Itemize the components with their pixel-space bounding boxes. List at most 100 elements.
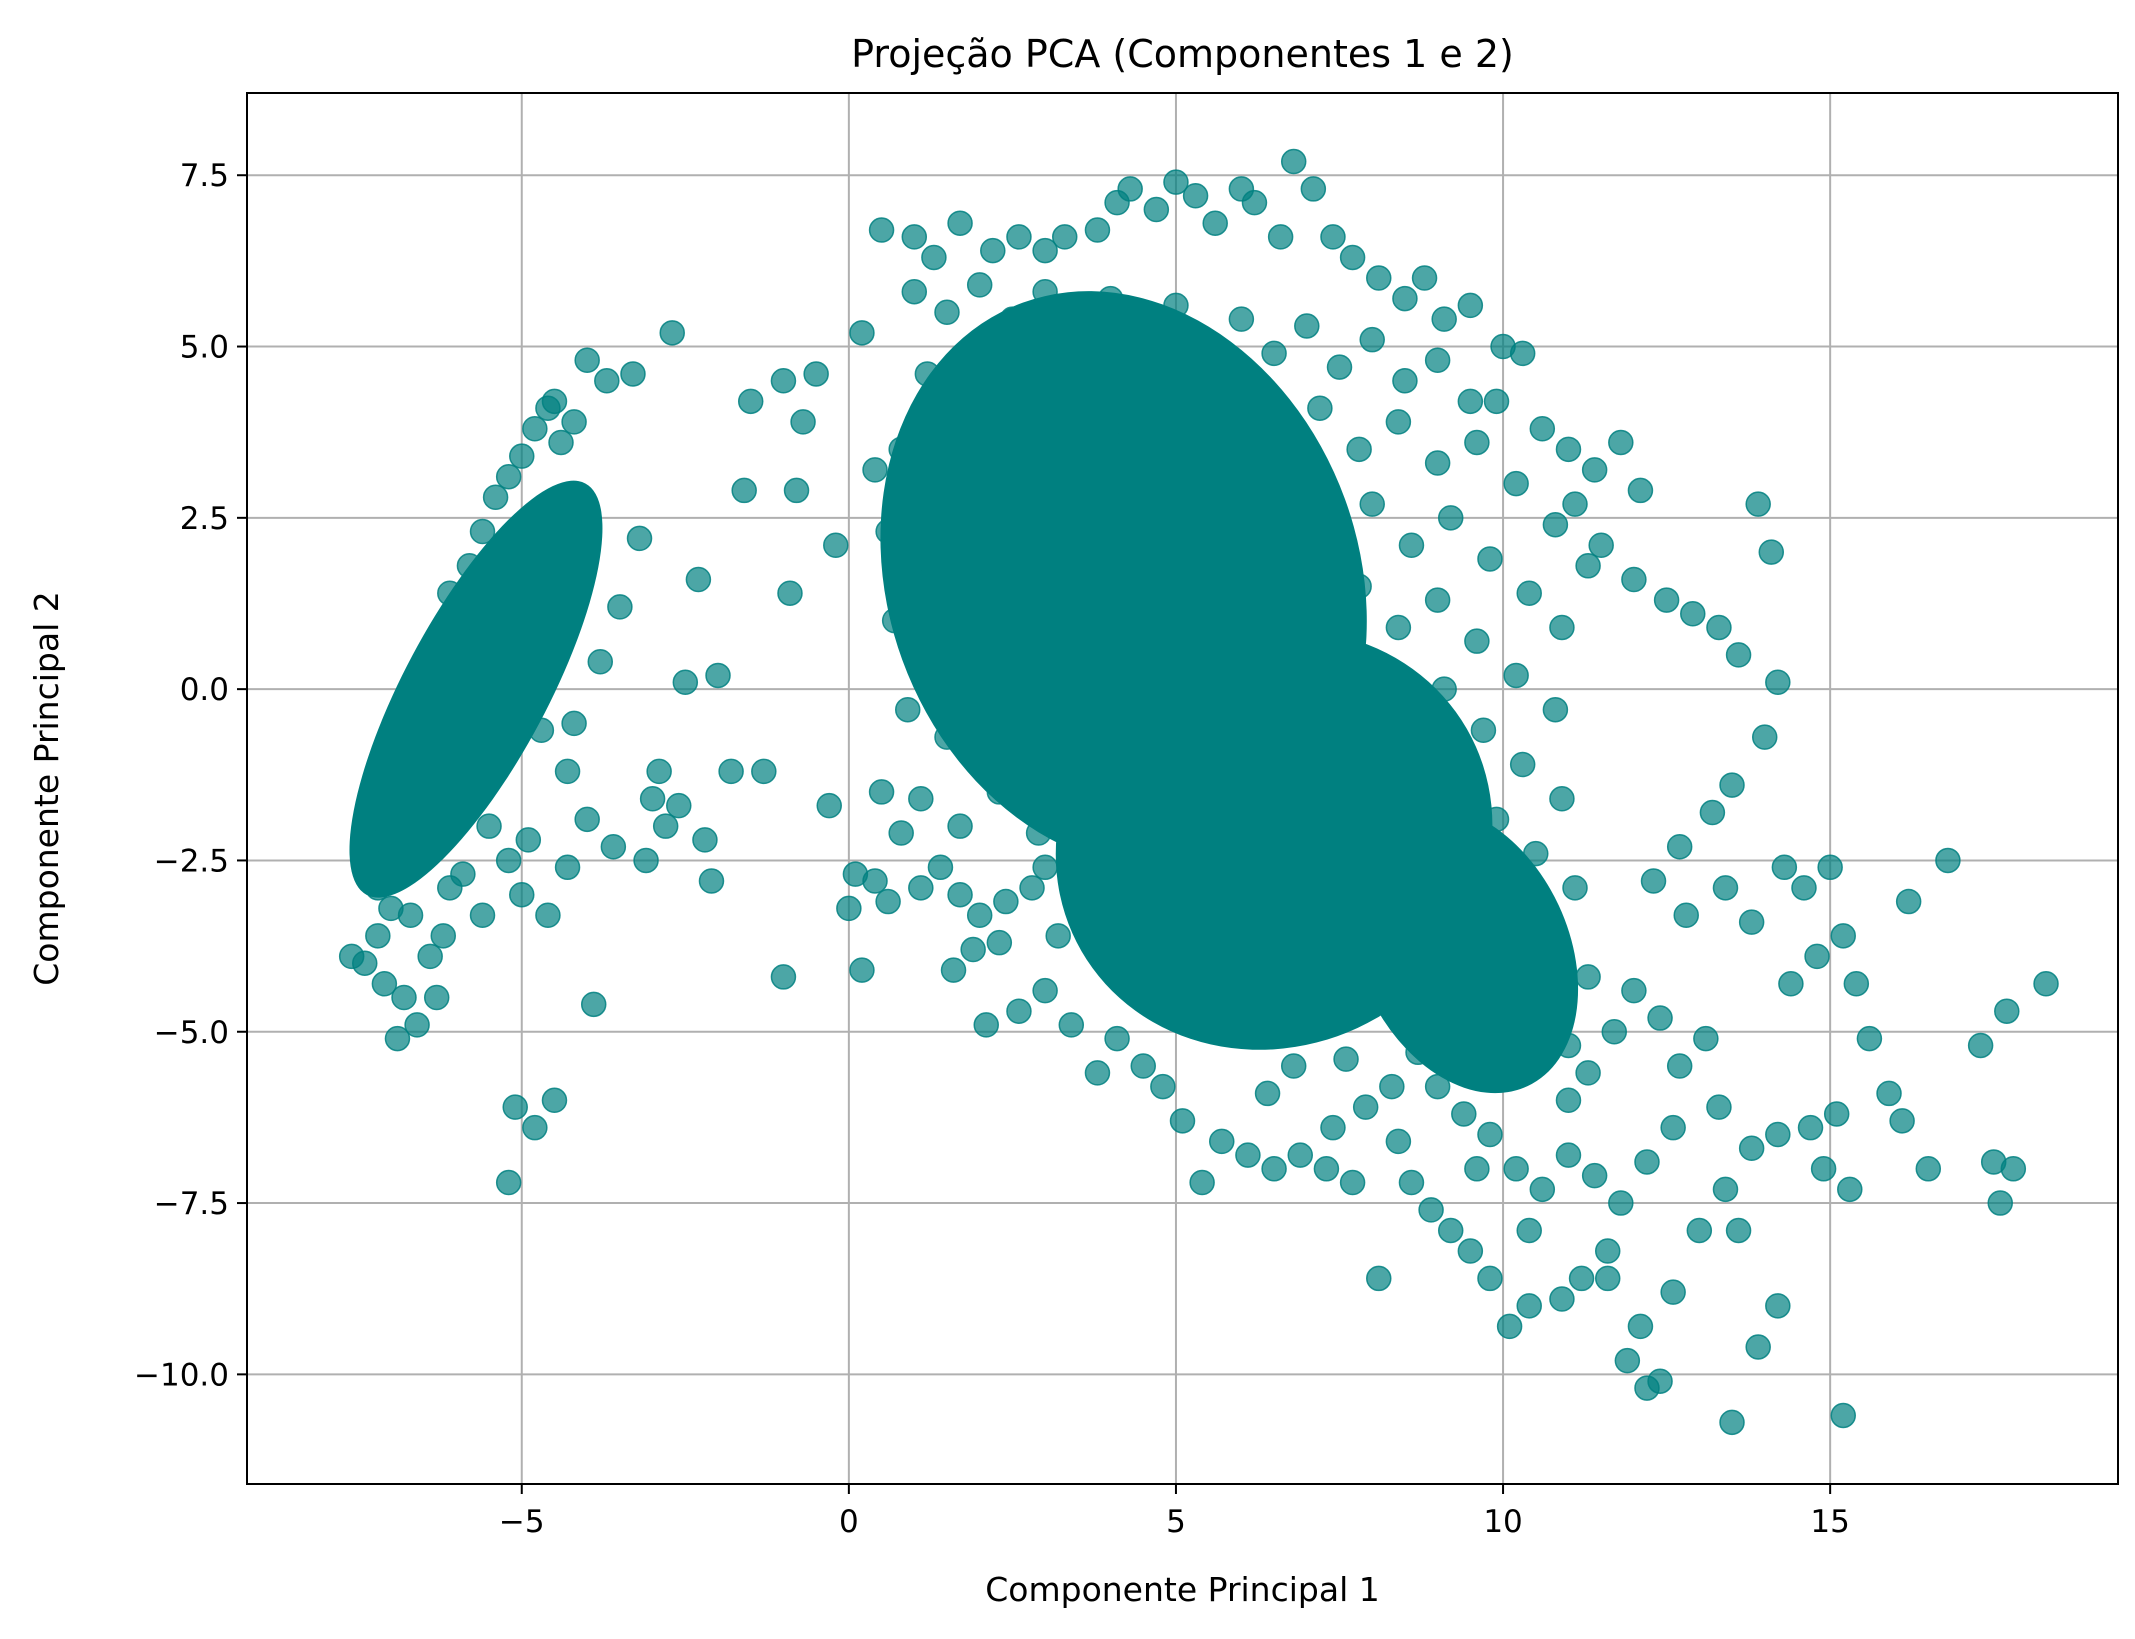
scatter-point xyxy=(901,224,928,250)
scatter-point xyxy=(1536,929,1562,956)
scatter-point xyxy=(489,573,515,600)
scatter-point xyxy=(770,964,797,990)
scatter-point xyxy=(371,827,398,853)
scatter-point xyxy=(1451,1032,1477,1059)
scatter-point xyxy=(1267,224,1294,250)
scatter-point xyxy=(1837,1176,1863,1203)
scatter-point xyxy=(1823,1101,1850,1127)
scatter-point xyxy=(1503,470,1529,497)
scatter-point xyxy=(1287,1142,1314,1168)
scatter-point xyxy=(1516,1293,1542,1319)
scatter-point xyxy=(1765,1121,1791,1148)
scatter-point xyxy=(541,388,568,415)
y-tick-label: 2.5 xyxy=(180,501,229,537)
scatter-point xyxy=(1261,854,1287,881)
scatter-point xyxy=(1045,923,1071,949)
scatter-point xyxy=(1666,1053,1693,1079)
scatter-point xyxy=(476,813,502,839)
scatter-point xyxy=(966,902,993,929)
scatter-point xyxy=(1738,1135,1765,1161)
scatter-point xyxy=(423,984,450,1011)
scatter-point xyxy=(1202,971,1228,997)
scatter-point xyxy=(1509,751,1536,778)
scatter-point xyxy=(626,525,653,552)
scatter-point xyxy=(1549,1286,1575,1312)
scatter-point xyxy=(973,690,999,716)
scatter-point xyxy=(1876,1080,1902,1107)
scatter-point xyxy=(894,696,921,723)
scatter-point xyxy=(378,779,404,805)
scatter-point xyxy=(1163,498,1189,524)
scatter-point xyxy=(1209,1128,1235,1155)
scatter-point xyxy=(783,477,810,504)
scatter-point xyxy=(966,272,993,298)
scatter-point xyxy=(1464,628,1490,654)
scatter-point xyxy=(1117,628,1143,654)
scatter-point xyxy=(1503,1060,1529,1086)
chart-title: Projeção PCA (Componentes 1 e 2) xyxy=(851,32,1514,76)
scatter-point xyxy=(881,607,908,634)
scatter-point xyxy=(1339,868,1366,894)
scatter-point xyxy=(1477,1121,1503,1148)
scatter-point xyxy=(535,902,561,929)
scatter-point xyxy=(1529,984,1556,1011)
scatter-point xyxy=(1653,587,1680,613)
scatter-point xyxy=(927,854,954,881)
scatter-point xyxy=(1627,477,1654,504)
scatter-point xyxy=(993,354,1019,380)
scatter-point xyxy=(705,662,731,689)
scatter-point xyxy=(1104,833,1130,860)
scatter-point xyxy=(1307,395,1333,421)
scatter-point xyxy=(953,511,980,538)
scatter-point xyxy=(901,278,928,305)
scatter-point xyxy=(1424,1073,1451,1100)
plot-area-frame xyxy=(246,92,2119,1485)
scatter-point xyxy=(365,875,391,901)
scatter-point xyxy=(1745,491,1771,517)
scatter-point xyxy=(1228,1019,1255,1045)
scatter-point xyxy=(1725,1217,1752,1244)
scatter-point xyxy=(1032,977,1058,1004)
scatter-point xyxy=(1542,696,1569,723)
scatter-point xyxy=(430,923,457,949)
scatter-point xyxy=(639,786,666,812)
scatter-point xyxy=(456,553,483,579)
scatter-point xyxy=(1195,333,1222,360)
scatter-point xyxy=(1418,881,1444,908)
scatter-point xyxy=(437,580,463,606)
scatter-point xyxy=(1117,176,1143,202)
scatter-point xyxy=(1339,244,1366,271)
y-tick-label: 5.0 xyxy=(180,330,229,366)
scatter-point xyxy=(509,443,535,469)
scatter-point xyxy=(1457,1238,1484,1264)
scatter-point xyxy=(1562,875,1588,901)
x-tick-label: 10 xyxy=(1483,1504,1522,1540)
scatter-point xyxy=(1693,1025,1719,1052)
scatter-point xyxy=(1935,847,1961,874)
scatter-point xyxy=(1457,854,1484,881)
x-tick-label: 5 xyxy=(1166,1504,1186,1540)
scatter-point xyxy=(1169,758,1196,785)
scatter-point xyxy=(397,676,424,702)
scatter-point xyxy=(1523,840,1549,867)
y-tick-label: −10.0 xyxy=(134,1357,229,1393)
scatter-point xyxy=(1326,779,1353,805)
scatter-point xyxy=(999,306,1026,332)
scatter-point xyxy=(1509,340,1536,367)
scatter-point xyxy=(1359,491,1385,517)
scatter-point xyxy=(1843,971,1870,997)
scatter-point xyxy=(594,368,620,394)
scatter-point xyxy=(1405,1039,1431,1066)
scatter-point xyxy=(1176,1005,1202,1031)
scatter-point xyxy=(1195,635,1222,661)
scatter-point xyxy=(973,1012,999,1038)
scatter-point xyxy=(463,607,489,634)
scatter-point xyxy=(548,429,574,456)
scatter-point xyxy=(1313,1156,1340,1182)
scatter-point xyxy=(1621,977,1647,1004)
scatter-point xyxy=(993,553,1019,579)
scatter-point xyxy=(397,902,424,929)
scatter-point xyxy=(574,347,600,373)
scatter-point xyxy=(1555,436,1582,463)
scatter-point xyxy=(2000,1156,2027,1182)
